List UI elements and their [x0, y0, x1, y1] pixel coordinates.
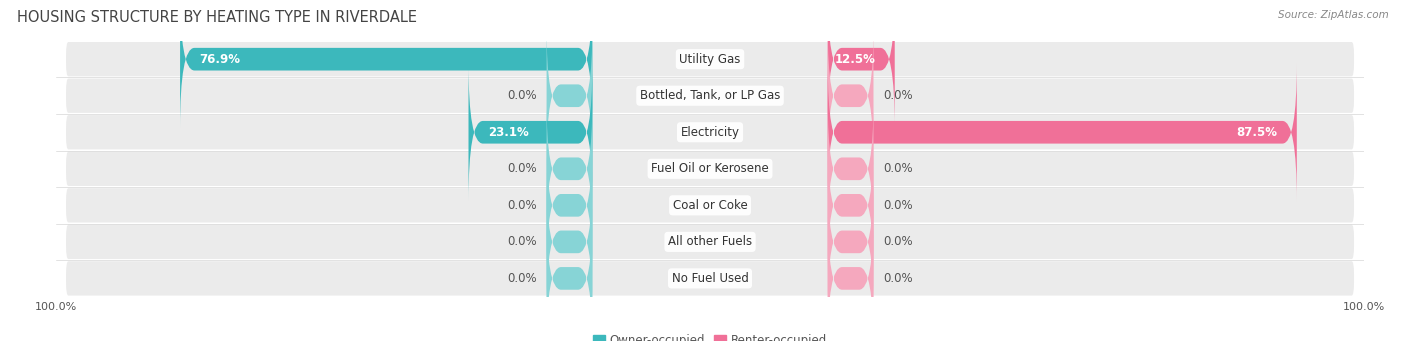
FancyBboxPatch shape: [828, 209, 873, 341]
Text: 0.0%: 0.0%: [508, 89, 537, 102]
Text: No Fuel Used: No Fuel Used: [672, 272, 748, 285]
FancyBboxPatch shape: [828, 173, 873, 311]
FancyBboxPatch shape: [66, 115, 1354, 149]
FancyBboxPatch shape: [547, 209, 592, 341]
FancyBboxPatch shape: [468, 63, 592, 201]
Text: 0.0%: 0.0%: [883, 272, 912, 285]
FancyBboxPatch shape: [180, 0, 592, 128]
Text: 0.0%: 0.0%: [508, 199, 537, 212]
Text: 0.0%: 0.0%: [883, 199, 912, 212]
Text: 12.5%: 12.5%: [834, 53, 875, 66]
FancyBboxPatch shape: [66, 42, 1354, 76]
FancyBboxPatch shape: [547, 100, 592, 238]
Text: Fuel Oil or Kerosene: Fuel Oil or Kerosene: [651, 162, 769, 175]
FancyBboxPatch shape: [828, 100, 873, 238]
FancyBboxPatch shape: [66, 225, 1354, 259]
Text: Electricity: Electricity: [681, 126, 740, 139]
Text: 0.0%: 0.0%: [883, 235, 912, 248]
FancyBboxPatch shape: [66, 78, 1354, 113]
Text: 23.1%: 23.1%: [488, 126, 529, 139]
FancyBboxPatch shape: [547, 27, 592, 165]
Text: 87.5%: 87.5%: [1236, 126, 1277, 139]
FancyBboxPatch shape: [828, 0, 894, 128]
FancyBboxPatch shape: [547, 173, 592, 311]
Text: Utility Gas: Utility Gas: [679, 53, 741, 66]
FancyBboxPatch shape: [66, 188, 1354, 222]
Legend: Owner-occupied, Renter-occupied: Owner-occupied, Renter-occupied: [593, 334, 827, 341]
Text: 0.0%: 0.0%: [508, 162, 537, 175]
Text: Source: ZipAtlas.com: Source: ZipAtlas.com: [1278, 10, 1389, 20]
Text: 0.0%: 0.0%: [883, 89, 912, 102]
FancyBboxPatch shape: [547, 136, 592, 275]
Text: 76.9%: 76.9%: [200, 53, 240, 66]
Text: 0.0%: 0.0%: [883, 162, 912, 175]
FancyBboxPatch shape: [66, 152, 1354, 186]
Text: Coal or Coke: Coal or Coke: [672, 199, 748, 212]
Text: All other Fuels: All other Fuels: [668, 235, 752, 248]
Text: Bottled, Tank, or LP Gas: Bottled, Tank, or LP Gas: [640, 89, 780, 102]
Text: 0.0%: 0.0%: [508, 272, 537, 285]
Text: HOUSING STRUCTURE BY HEATING TYPE IN RIVERDALE: HOUSING STRUCTURE BY HEATING TYPE IN RIV…: [17, 10, 416, 25]
FancyBboxPatch shape: [828, 63, 1296, 201]
FancyBboxPatch shape: [828, 27, 873, 165]
FancyBboxPatch shape: [828, 136, 873, 275]
FancyBboxPatch shape: [66, 261, 1354, 296]
Text: 0.0%: 0.0%: [508, 235, 537, 248]
